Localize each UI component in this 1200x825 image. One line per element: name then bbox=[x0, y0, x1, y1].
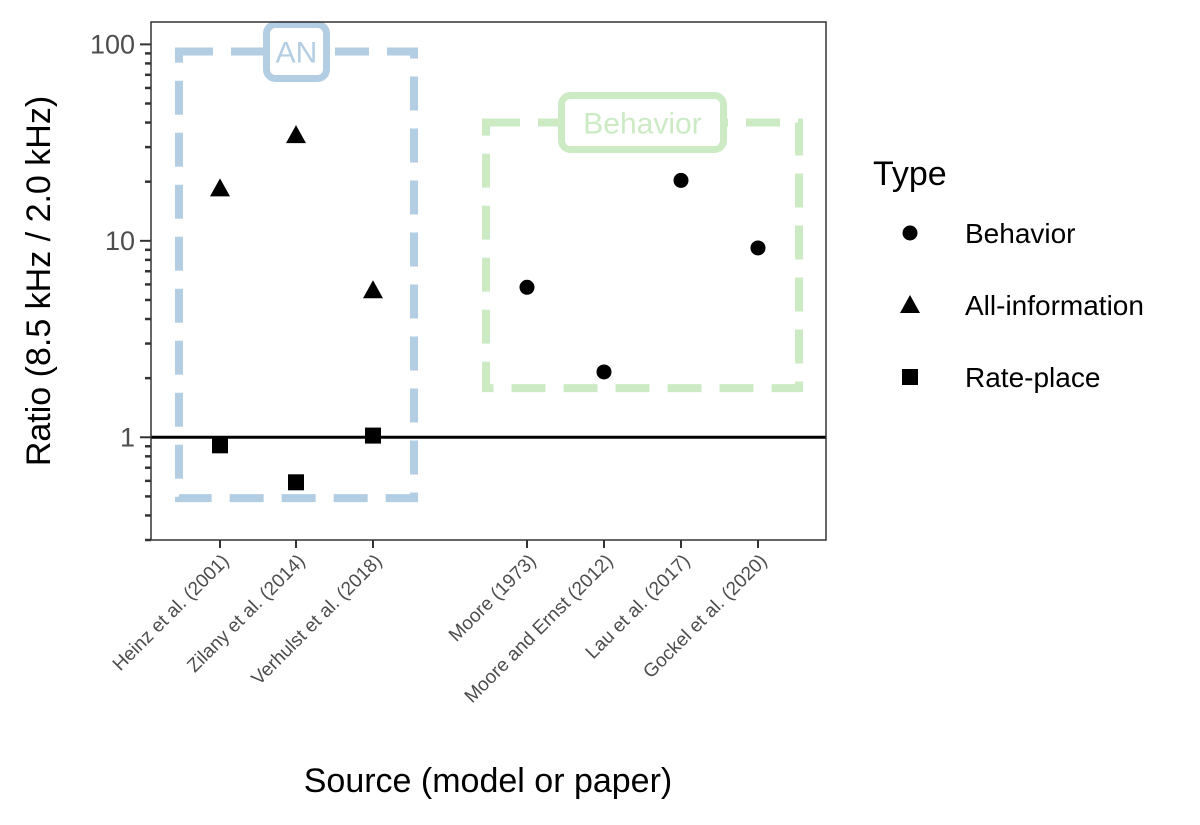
plot-panel-border bbox=[150, 21, 827, 541]
point-all-information-verhulst-et-al-2018 bbox=[363, 280, 383, 299]
y-axis: 1 10 100 bbox=[90, 29, 151, 542]
x-tick-label-moore-and-ernst-2012: Moore and Ernst (2012) bbox=[461, 551, 618, 708]
legend-key-behavior bbox=[902, 225, 918, 241]
x-axis-title: Source (model or paper) bbox=[304, 762, 673, 800]
annotation-label-box-an bbox=[263, 20, 330, 82]
legend-title: Type bbox=[873, 155, 947, 193]
point-behavior-gockel-et-al-2020 bbox=[750, 240, 766, 256]
annotation-label-behavior: Behavior bbox=[583, 108, 701, 141]
x-axis: Heinz et al. (2001)Zilany et al. (2014)V… bbox=[109, 540, 772, 707]
annotation-label-an: AN bbox=[276, 36, 318, 69]
legend-label-behavior: Behavior bbox=[965, 218, 1076, 249]
legend-label-all-information: All-information bbox=[965, 290, 1144, 321]
y-tick-label-1: 1 bbox=[120, 422, 135, 452]
x-tick-label-verhulst-et-al-2018: Verhulst et al. (2018) bbox=[248, 551, 387, 690]
annotation-label-box-behavior bbox=[558, 92, 727, 154]
point-behavior-moore-1973 bbox=[519, 279, 535, 295]
point-all-information-zilany-et-al-2014 bbox=[286, 125, 306, 144]
point-behavior-moore-and-ernst-2012 bbox=[596, 364, 612, 380]
legend-key-all-information bbox=[900, 295, 920, 313]
data-points bbox=[210, 125, 766, 491]
point-rate-place-zilany-et-al-2014 bbox=[288, 474, 304, 491]
point-all-information-heinz-et-al-2001 bbox=[210, 178, 230, 197]
y-tick-label-100: 100 bbox=[90, 29, 135, 59]
annotation-box-behavior bbox=[482, 118, 803, 393]
y-axis-title: Ratio (8.5 kHz / 2.0 kHz) bbox=[20, 96, 58, 466]
point-behavior-lau-et-al-2017 bbox=[673, 172, 689, 188]
legend-label-rate-place: Rate-place bbox=[965, 362, 1100, 393]
legend-key-rate-place bbox=[902, 369, 918, 385]
point-rate-place-verhulst-et-al-2018 bbox=[365, 427, 381, 444]
legend: Type Behavior All-information Rate-place bbox=[873, 155, 1144, 393]
annotation-boxes: AN Behavior bbox=[175, 20, 803, 503]
point-rate-place-heinz-et-al-2001 bbox=[212, 437, 228, 454]
y-tick-label-10: 10 bbox=[105, 226, 135, 256]
